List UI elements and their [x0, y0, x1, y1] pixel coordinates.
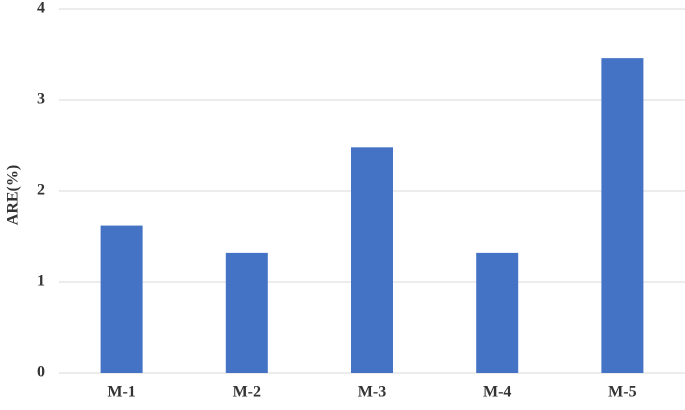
bar [601, 58, 644, 373]
bar [351, 147, 393, 373]
y-tick-label: 1 [37, 273, 45, 290]
x-tick-label: M-3 [358, 384, 386, 401]
y-tick-label: 0 [37, 364, 45, 381]
bar [225, 252, 268, 373]
y-tick-label: 3 [37, 91, 45, 108]
bar [100, 225, 143, 373]
y-tick-label: 2 [37, 182, 45, 199]
y-tick-label: 4 [37, 0, 45, 17]
x-tick-label: M-2 [233, 384, 261, 401]
x-tick-label: M-1 [107, 384, 135, 401]
y-axis-label: ARE(%) [5, 165, 22, 225]
bar [476, 252, 519, 373]
x-tick-label: M-5 [608, 384, 636, 401]
x-tick-label: M-4 [483, 384, 511, 401]
